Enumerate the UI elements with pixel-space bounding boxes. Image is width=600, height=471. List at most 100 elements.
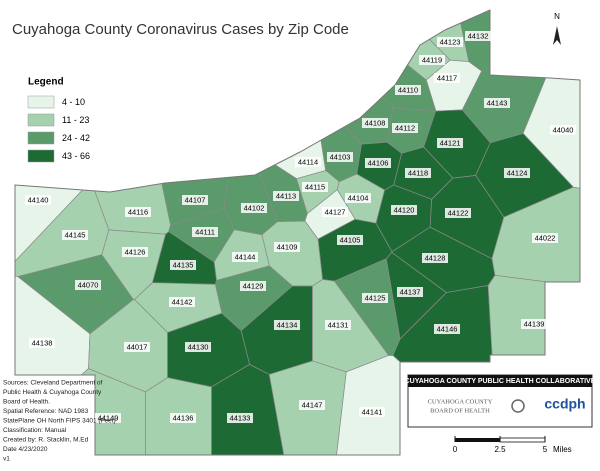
scale-unit: Miles [553, 445, 572, 454]
zip-label-bg [122, 247, 148, 257]
zip-label: 44104 [348, 193, 369, 202]
zip-label: 44115 [305, 182, 325, 191]
zip-label: 44149 [98, 413, 119, 422]
scale-label: 2.5 [494, 445, 506, 454]
zip-label: 44112 [395, 123, 415, 132]
zip-label-bg [182, 195, 208, 205]
zip-label-bg [395, 85, 421, 95]
legend-label: 43 - 66 [62, 151, 90, 161]
zip-label: 44127 [325, 207, 346, 216]
zip-label: 44144 [235, 252, 256, 261]
zip-label-bg [125, 207, 151, 217]
zip-label: 44135 [173, 260, 194, 269]
zip-label-bg [422, 253, 448, 263]
zip-label: 44124 [507, 168, 528, 177]
zip-label-bg [362, 118, 388, 128]
zip-label-bg [302, 182, 328, 192]
collaborative-header [408, 375, 592, 387]
source-line: Created by: R. Stacklin, M.Ed [3, 437, 89, 444]
zip-label-bg [484, 98, 510, 108]
zip-label: 44113 [276, 191, 296, 200]
zip-label: 44114 [298, 157, 318, 166]
zip-label-bg [241, 203, 267, 213]
zip-label: 44130 [188, 342, 209, 351]
zip-label-bg [392, 123, 418, 133]
zip-label: 44121 [440, 138, 461, 147]
zip-label-bg [445, 208, 471, 218]
zip-label-bg [362, 293, 388, 303]
zip-label: 44120 [394, 205, 415, 214]
north-arrow [553, 26, 561, 45]
zip-label-bg [437, 138, 463, 148]
zip-label-bg [437, 37, 463, 47]
zip-label: 44105 [340, 235, 361, 244]
zip-label-bg [75, 280, 101, 290]
zip-label: 44145 [65, 230, 86, 239]
zip-label-bg [273, 191, 299, 201]
zip-label: 44143 [487, 98, 508, 107]
zip-label: 44110 [398, 85, 418, 94]
zip-label: 44109 [277, 242, 298, 251]
zip-label-bg [405, 168, 431, 178]
zip-label-bg [240, 281, 266, 291]
source-line: Date 4/23/2020 [3, 446, 48, 453]
zip-label: 44125 [365, 293, 386, 302]
zip-label: 44138 [32, 338, 53, 347]
scale-label: 5 [543, 445, 548, 454]
zip-label: 44117 [437, 73, 457, 82]
legend-title: Legend [28, 77, 64, 88]
zip-label-bg [359, 407, 385, 417]
zip-label-bg [504, 168, 530, 178]
zip-label-bg [95, 413, 121, 423]
zip-label-bg [185, 342, 211, 352]
zip-label: 44116 [128, 207, 148, 216]
zip-label-bg [391, 205, 417, 215]
collaborative-title: CUYAHOGA COUNTY PUBLIC HEALTH COLLABORAT… [405, 378, 596, 385]
zip-label: 44126 [125, 247, 146, 256]
zip-label-bg [169, 297, 195, 307]
zip-label: 44106 [368, 158, 389, 167]
zip-label: 44108 [365, 118, 386, 127]
zip-label: 44111 [195, 227, 215, 236]
source-line: Sources: Cleveland Department of [3, 380, 103, 387]
ccdph-logo: ccdph [544, 396, 585, 412]
zip-label-bg [232, 252, 258, 262]
zip-label: 44022 [535, 233, 556, 242]
zip-label-bg [192, 227, 218, 237]
zip-label-bg [345, 193, 371, 203]
zip-label-bg [327, 152, 353, 162]
board-line-2: BOARD OF HEALTH [430, 407, 490, 414]
legend-swatch [27, 113, 55, 127]
zip-label-bg [365, 158, 391, 168]
county-outline [14, 9, 581, 456]
legend-label: 11 - 23 [62, 115, 89, 125]
legend-swatch [27, 95, 55, 109]
zip-label: 44040 [553, 125, 574, 134]
zip-label: 44122 [448, 208, 469, 217]
legend-swatch [27, 149, 55, 163]
north-label: N [554, 12, 560, 21]
zip-label-bg [325, 320, 351, 330]
zip-label-bg [465, 31, 491, 41]
zip-label-bg [227, 413, 253, 423]
legend-label: 24 - 42 [62, 133, 90, 143]
zip-label: 44139 [524, 319, 545, 328]
zip-label: 44146 [437, 324, 458, 333]
zip-label-bg [274, 242, 300, 252]
zip-label: 44070 [78, 280, 99, 289]
scale-bar [455, 438, 500, 442]
source-line: Classification: Manual [3, 427, 67, 434]
zip-label: 44132 [468, 31, 489, 40]
source-line: Board of Health. [3, 399, 50, 406]
zip-label: 44131 [328, 320, 349, 329]
board-line-1: CUYAHOGA COUNTY [428, 398, 493, 405]
zip-label: 44103 [330, 152, 351, 161]
zip-label: 44141 [362, 407, 383, 416]
zip-label-bg [124, 342, 150, 352]
zip-label-bg [274, 320, 300, 330]
zip-label: 44102 [244, 203, 265, 212]
zip-label-bg [170, 413, 196, 423]
zip-label: 44128 [425, 253, 446, 262]
zip-label-bg [550, 125, 576, 135]
legend-swatch [27, 131, 55, 145]
